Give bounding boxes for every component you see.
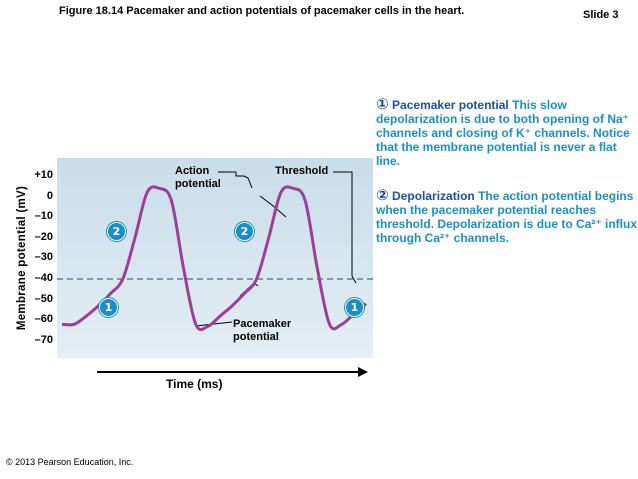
action-potential-leader <box>218 171 244 177</box>
y-tick-label: –60 <box>34 313 53 326</box>
y-tick-label: –40 <box>34 272 53 284</box>
figure-title: Figure 18.14 Pacemaker and action potent… <box>59 5 465 17</box>
legend-depolarization: ② Depolarization The action potential be… <box>376 187 638 245</box>
threshold-leader-left <box>259 195 287 218</box>
copyright-text: © 2013 Pearson Education, Inc. <box>6 457 134 467</box>
y-tick-label: –20 <box>34 230 53 243</box>
y-tick-label: –30 <box>34 251 53 264</box>
x-axis-arrow-head <box>358 367 368 377</box>
y-tick-label: –70 <box>34 333 53 346</box>
y-tick-label: –10 <box>34 210 53 223</box>
action-potential-label: Action potential <box>175 165 221 190</box>
threshold-leader-right <box>333 171 357 284</box>
legend-2-text: The action potential begins when the pac… <box>376 189 638 245</box>
legend-1-text: This slow depolarization is due to both … <box>376 98 630 168</box>
x-axis-label: Time (ms) <box>166 377 223 391</box>
threshold-label: Threshold <box>275 165 329 177</box>
pacemaker-leader-left <box>195 321 233 327</box>
step-marker-1: 1 <box>99 298 118 317</box>
y-tick-label: –50 <box>34 292 53 305</box>
y-tick-label: +10 <box>34 169 53 181</box>
y-tick-label: 0 <box>46 189 53 202</box>
legend-2-number: ② <box>376 187 389 204</box>
pacemaker-potential-label: Pacemaker potential <box>233 318 292 343</box>
step-marker-1: 1 <box>345 298 364 317</box>
slide-number: Slide 3 <box>583 9 619 21</box>
legend-1-title: Pacemaker potential <box>392 98 509 112</box>
step-marker-2: 2 <box>107 222 126 241</box>
legend-1-number: ① <box>376 96 389 113</box>
legend-2-title: Depolarization <box>392 189 475 203</box>
legend-pacemaker-potential: ① Pacemaker potential This slow depolari… <box>376 96 638 168</box>
plot-panel <box>57 158 373 358</box>
action-potential-leader-tip <box>243 175 253 189</box>
membrane-potential-trace <box>61 185 367 332</box>
step-marker-2: 2 <box>235 222 254 241</box>
